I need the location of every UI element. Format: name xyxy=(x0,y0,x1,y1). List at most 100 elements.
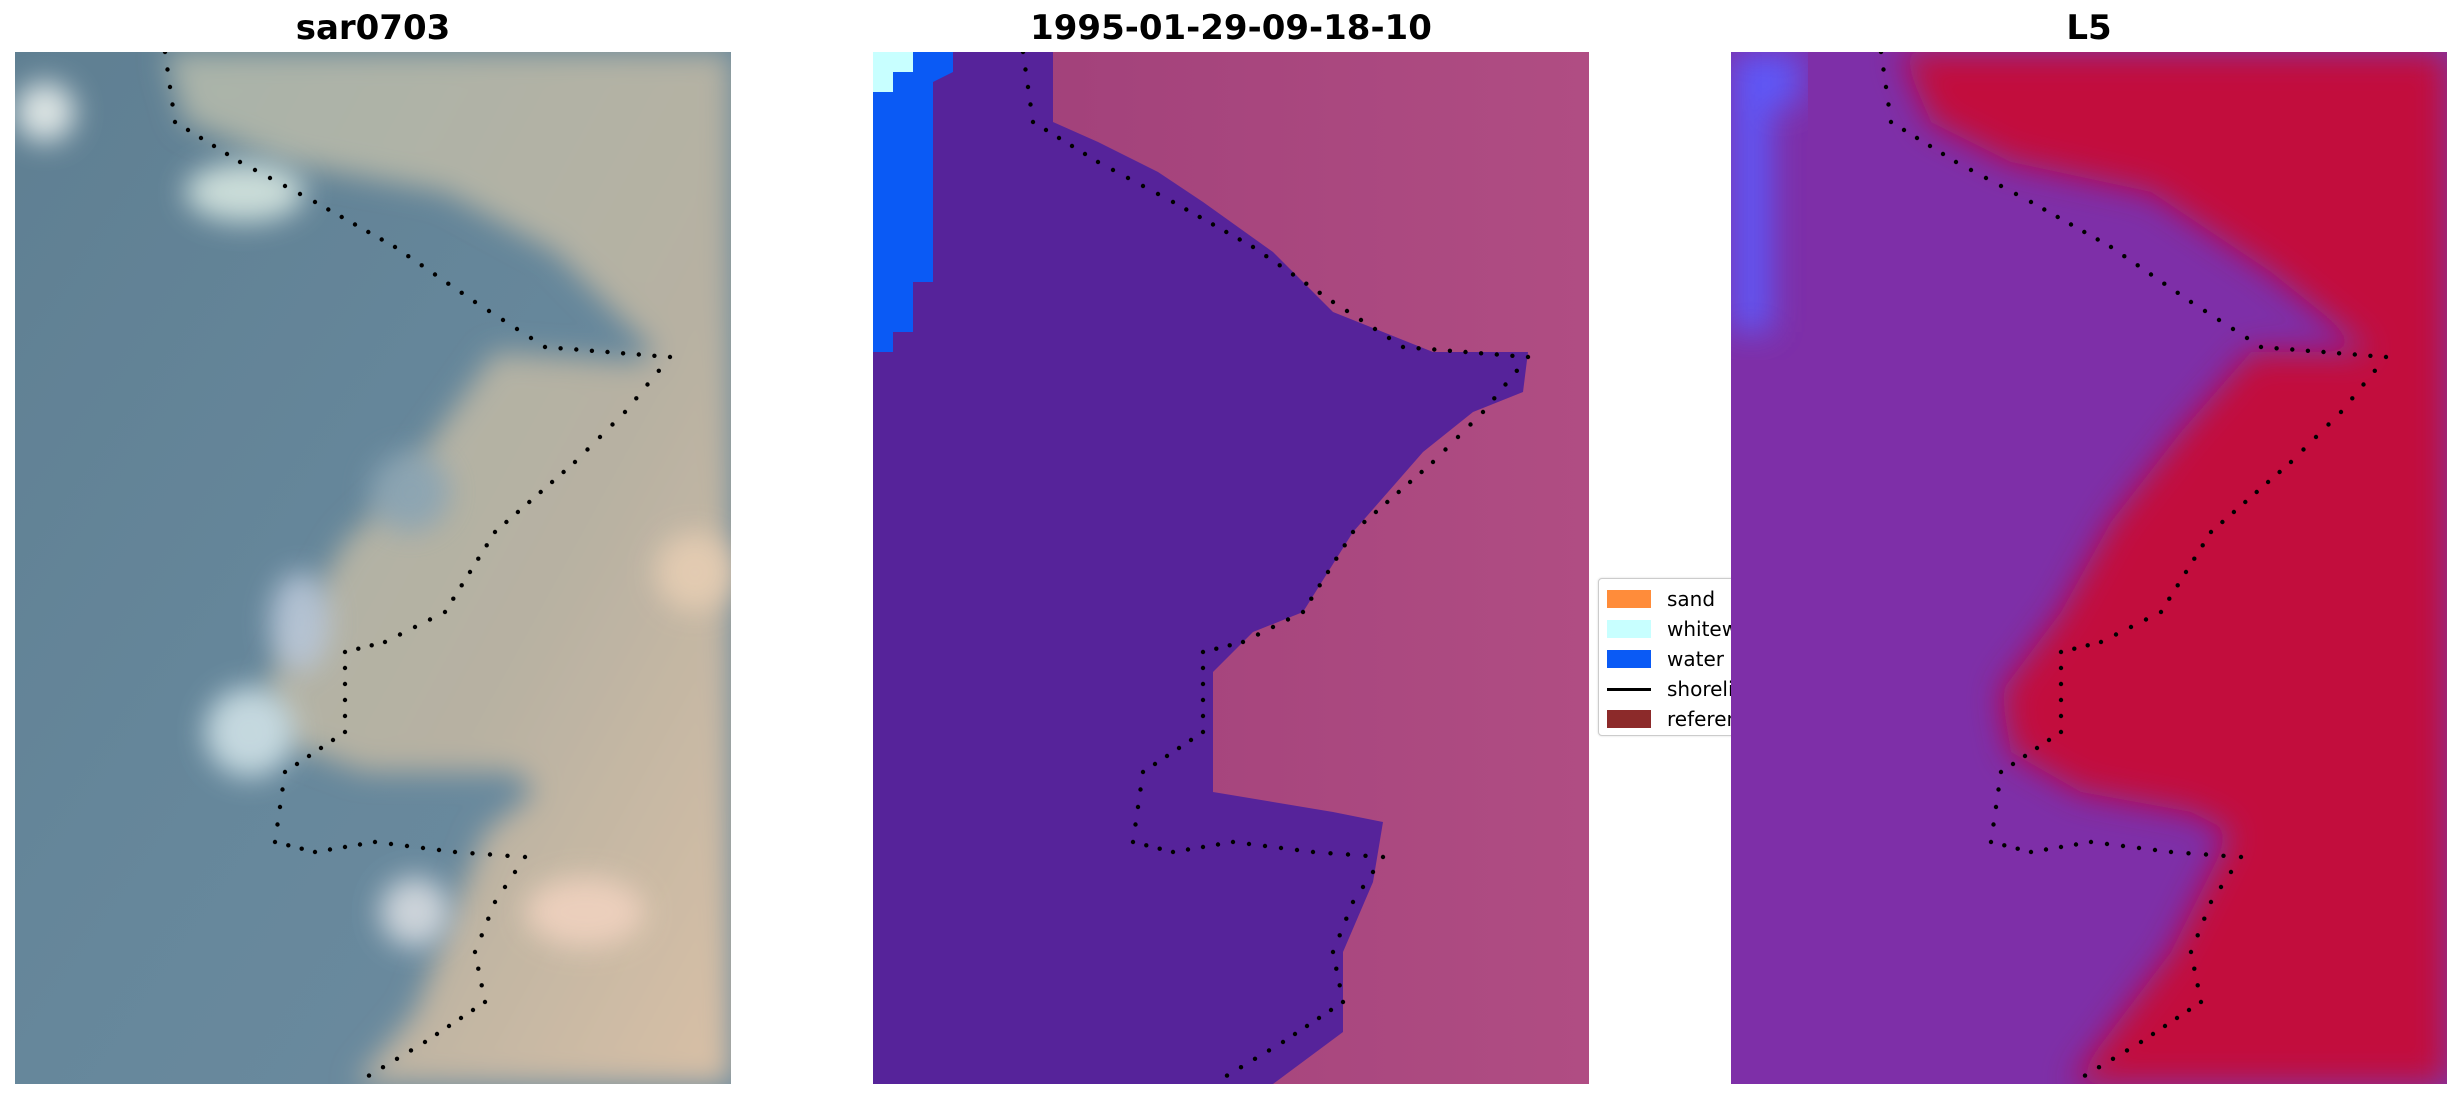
shoreline-dot xyxy=(2228,869,2234,875)
shoreline-dot xyxy=(2290,347,2295,352)
shoreline-dot xyxy=(1227,643,1232,648)
shoreline-dot xyxy=(2383,354,2389,360)
shoreline-dot xyxy=(2042,207,2047,212)
shoreline-dot xyxy=(2175,290,2180,295)
shoreline-dot xyxy=(342,729,348,735)
shoreline-dot xyxy=(1224,1073,1230,1078)
shoreline-dot xyxy=(505,853,510,858)
shoreline-dot xyxy=(282,183,288,189)
shoreline-dot xyxy=(2321,349,2326,355)
shoreline-dot xyxy=(1185,847,1191,852)
shoreline-dot xyxy=(2073,842,2079,847)
shoreline-dot xyxy=(1170,199,1176,205)
shoreline-dot xyxy=(2336,351,2342,356)
shoreline-dot xyxy=(1317,290,1322,295)
shoreline-dot xyxy=(2034,745,2040,751)
shoreline-dot xyxy=(1525,354,1531,360)
shoreline-dot xyxy=(1396,489,1401,495)
shoreline-dot xyxy=(2231,509,2237,515)
shoreline-dot xyxy=(634,396,639,401)
panel-title-index: L5 xyxy=(2066,8,2112,48)
shoreline-dot xyxy=(1069,143,1075,149)
shoreline-dot xyxy=(1138,787,1143,792)
shoreline-dot xyxy=(318,745,324,751)
shoreline-dot xyxy=(636,352,641,357)
shoreline-dot xyxy=(1447,348,1453,353)
shoreline-dot xyxy=(2326,422,2331,427)
shoreline-dot xyxy=(1200,681,1206,687)
shoreline-dot xyxy=(427,617,433,622)
shoreline-dot xyxy=(277,804,283,810)
shoreline-dot xyxy=(1983,175,1989,181)
shoreline-dot xyxy=(1953,159,1959,165)
shoreline-dot xyxy=(1157,846,1162,851)
shoreline-dot xyxy=(2128,624,2134,630)
shoreline-dot xyxy=(1988,839,1994,845)
shoreline-dot xyxy=(1140,183,1146,189)
shoreline-dot xyxy=(366,229,371,235)
shoreline-dot xyxy=(357,842,363,847)
shoreline-dot xyxy=(2274,346,2279,351)
shoreline-dot xyxy=(515,509,521,515)
shoreline-dot xyxy=(1304,1023,1310,1029)
shoreline-dot xyxy=(2122,254,2127,259)
shoreline-dot xyxy=(2028,199,2034,205)
shoreline-dot xyxy=(1330,299,1336,305)
shoreline-dot xyxy=(2244,335,2250,341)
shoreline-dot xyxy=(2198,999,2204,1005)
shoreline-dot xyxy=(482,999,488,1005)
shoreline-dot xyxy=(397,632,403,637)
shoreline-dot xyxy=(2120,843,2126,849)
shoreline-dot xyxy=(434,1031,440,1037)
shoreline-dot xyxy=(272,839,278,845)
index-image-panel xyxy=(1731,52,2447,1084)
shoreline-dot xyxy=(1238,1065,1244,1070)
shoreline-dot xyxy=(1883,84,1889,90)
shoreline-dot xyxy=(446,1023,452,1029)
shoreline-dot xyxy=(504,519,509,525)
shoreline-dot xyxy=(406,254,411,259)
shoreline-dot xyxy=(2055,214,2060,220)
shoreline-dot xyxy=(342,649,348,655)
shoreline-dot xyxy=(1095,159,1101,165)
shoreline-dot xyxy=(487,852,493,857)
shoreline-dot xyxy=(1996,787,2001,792)
shoreline-dot xyxy=(610,422,615,427)
shoreline-dot xyxy=(2188,949,2194,955)
shoreline-dot xyxy=(527,499,532,505)
shoreline-dot xyxy=(172,119,178,125)
shoreline-dot xyxy=(1266,1048,1272,1053)
shoreline-dot xyxy=(1023,67,1028,72)
shoreline-dot xyxy=(388,841,394,847)
shoreline-dot xyxy=(198,135,204,141)
shoreline-dot xyxy=(237,159,243,165)
shoreline-dot xyxy=(1325,569,1331,575)
shoreline-dot xyxy=(549,479,555,485)
shoreline-dot xyxy=(306,753,312,759)
shoreline-dot xyxy=(1380,854,1386,860)
water-class-region xyxy=(873,52,1528,1084)
shoreline-dot xyxy=(1463,349,1468,355)
shoreline-dot xyxy=(2068,222,2074,227)
shoreline-dot xyxy=(452,849,458,855)
shoreline-dot xyxy=(597,434,603,440)
shoreline-dot xyxy=(1503,382,1508,387)
shoreline-dot xyxy=(558,346,563,351)
shoreline-dot xyxy=(2150,1031,2156,1037)
shoreline-dot xyxy=(224,151,230,157)
rgb-image xyxy=(15,52,731,1084)
shoreline-dot xyxy=(492,899,498,905)
index-image xyxy=(1731,52,2447,1084)
shoreline-dot xyxy=(2072,646,2077,651)
shoreline-dot xyxy=(326,207,331,212)
shoreline-dot xyxy=(404,843,410,849)
shoreline-dot xyxy=(1304,281,1309,286)
shoreline-dot xyxy=(412,624,418,630)
shoreline-dot xyxy=(2085,643,2090,648)
shoreline-dot xyxy=(297,191,303,197)
shoreline-dot xyxy=(1020,52,1026,55)
shoreline-dot xyxy=(1316,1015,1322,1021)
shoreline-dot xyxy=(2002,843,2007,848)
shoreline-dot xyxy=(1350,899,1356,905)
shoreline-dot xyxy=(312,849,318,855)
